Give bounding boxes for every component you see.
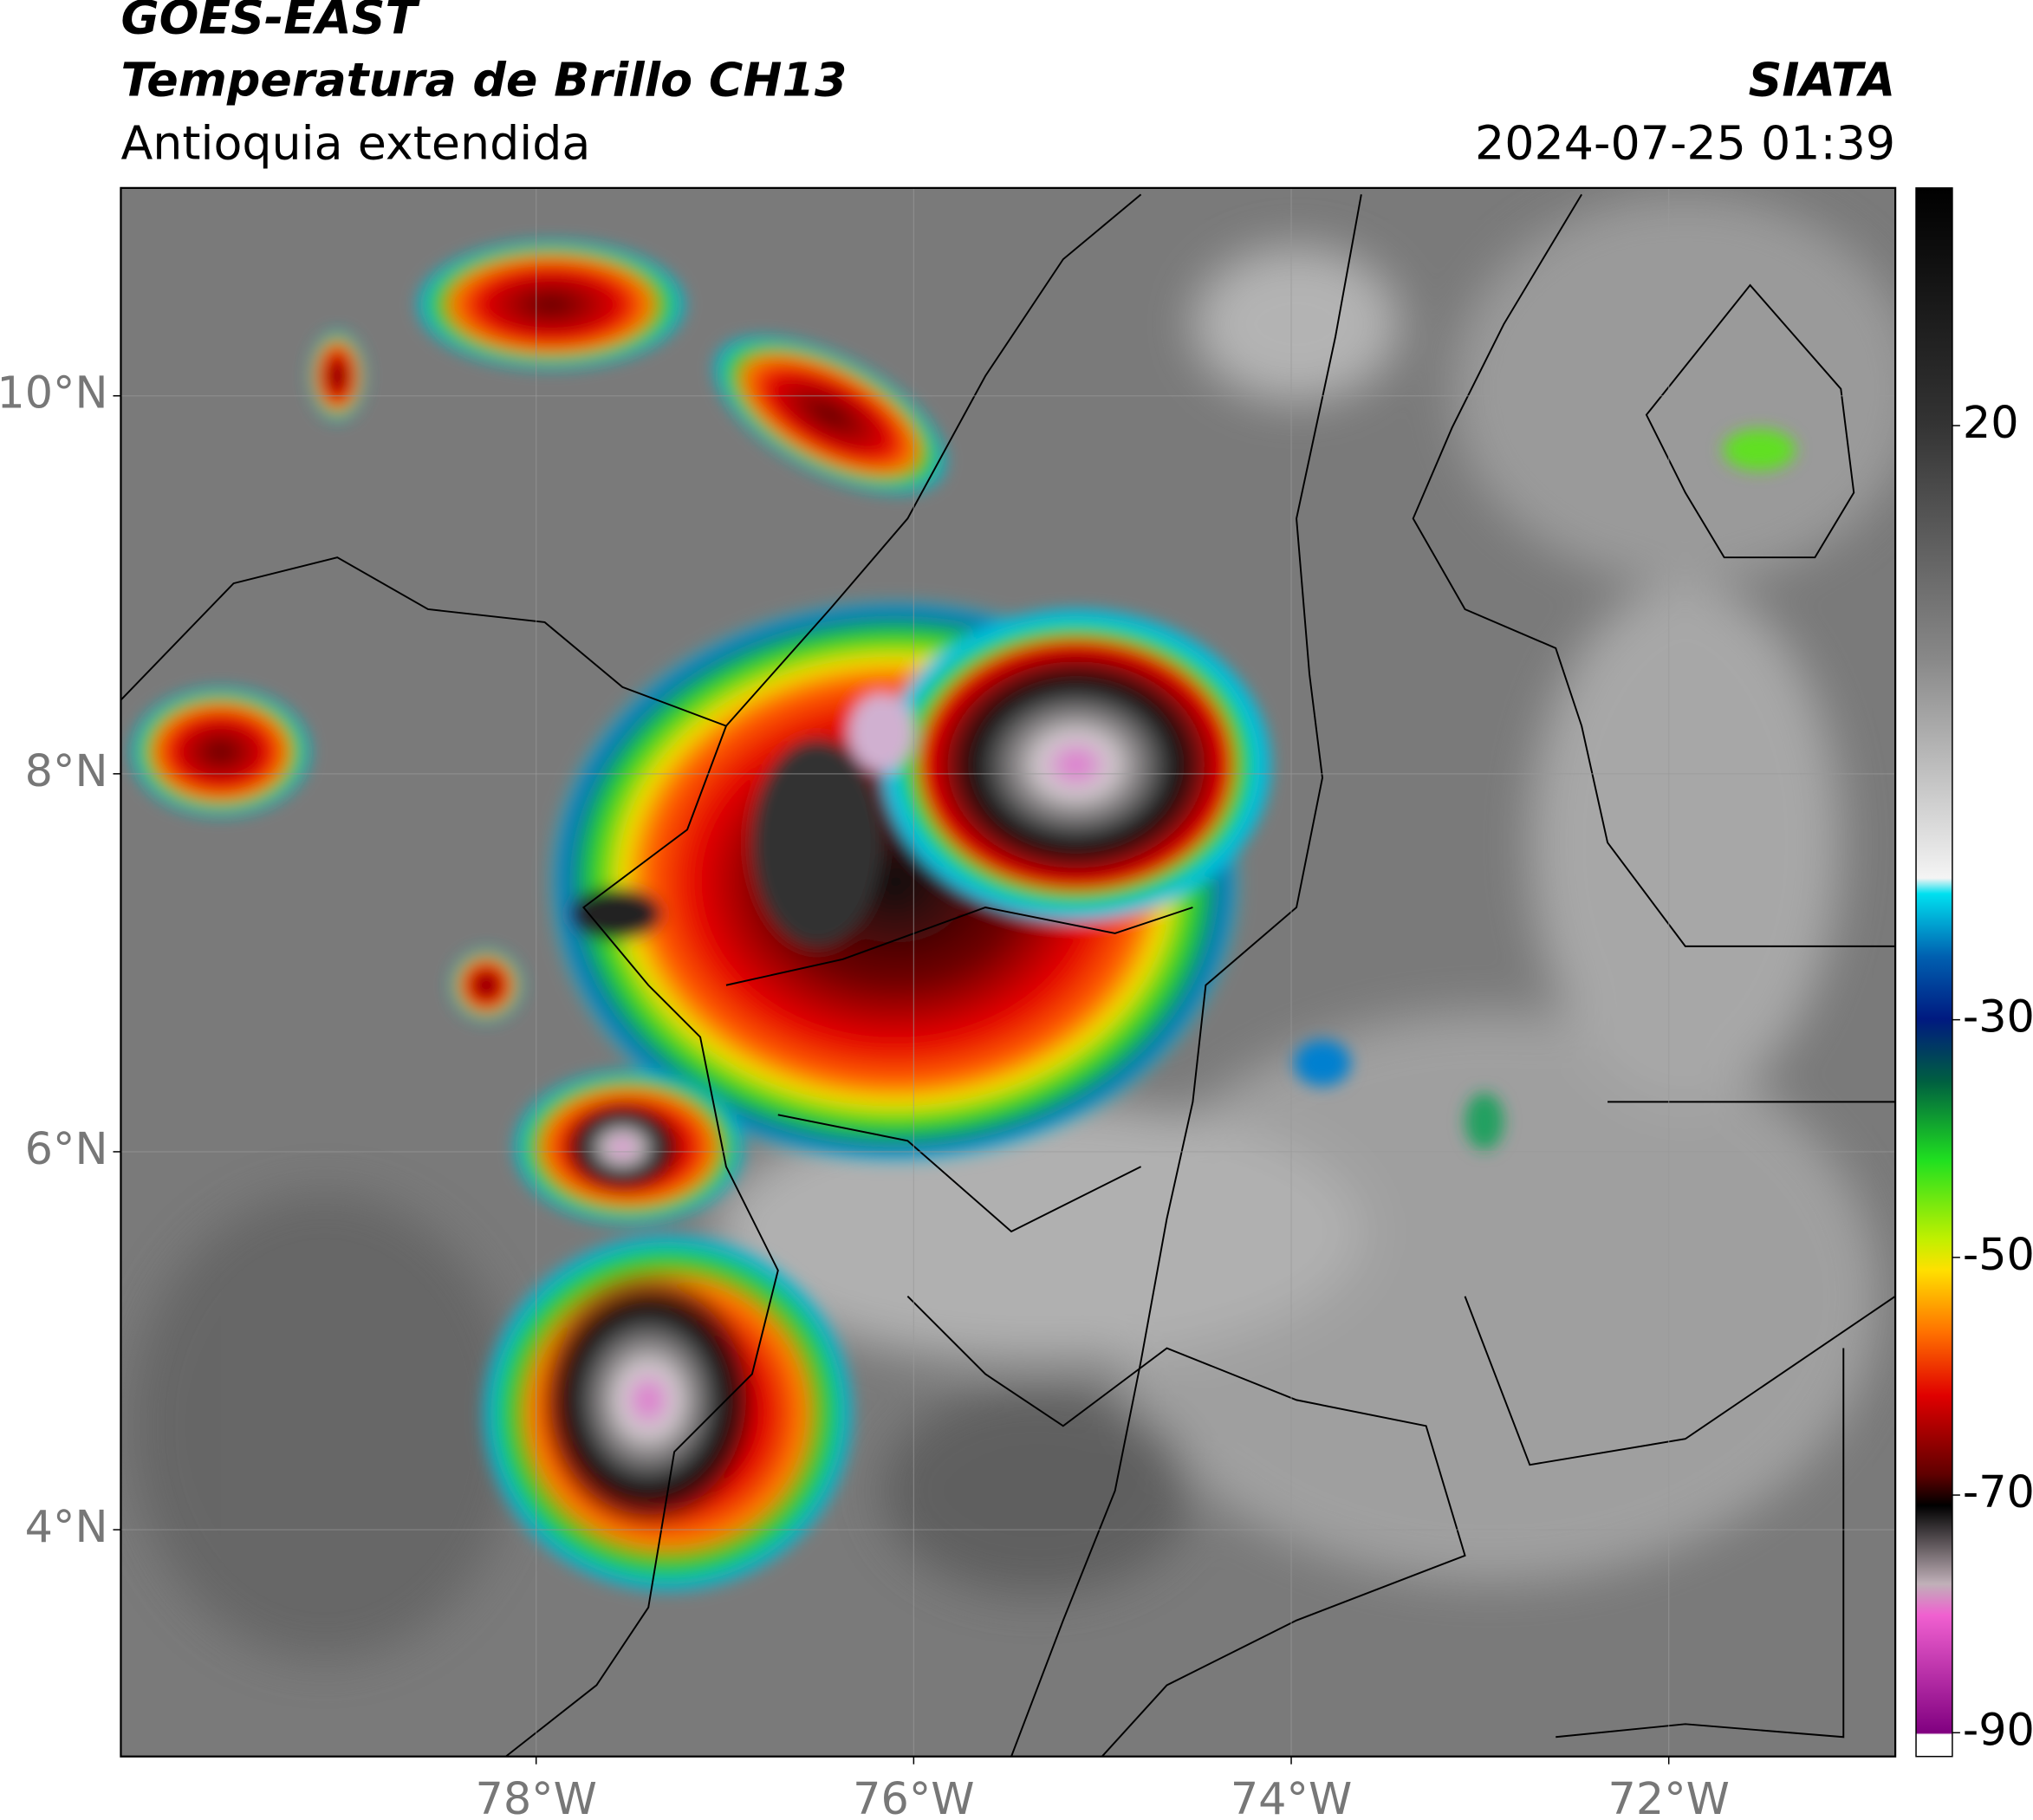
y-tick-label: 4°N [25, 1501, 108, 1552]
x-tick-label: 72°W [1608, 1773, 1729, 1820]
x-tick-label: 74°W [1231, 1773, 1352, 1820]
subtitle: Temperatura de Brillo CH13 [120, 52, 847, 107]
y-tick-label: 10°N [0, 367, 107, 419]
region: Antioquia extendida [120, 116, 590, 171]
x-tick-label: 78°W [475, 1773, 596, 1820]
source: SIATA [1749, 52, 1896, 107]
y-tick-label: 6°N [25, 1123, 108, 1174]
datetime: 2024-07-25 01:39 [1475, 116, 1895, 171]
x-tick-label: 76°W [853, 1773, 974, 1820]
colorbar-tick-label: -90 [1963, 1704, 2033, 1755]
colorbar-tick-label: -50 [1963, 1229, 2033, 1280]
title: GOES-EAST [120, 0, 420, 45]
colorbar [1915, 187, 1953, 1758]
colorbar-tick-label: -30 [1963, 991, 2033, 1043]
colorbar-tick-label: -70 [1963, 1466, 2033, 1518]
colorbar-tick-label: 20 [1963, 397, 2019, 448]
map-image [120, 187, 1896, 1757]
map-frame [120, 186, 1897, 1758]
y-tick-label: 8°N [25, 745, 108, 796]
